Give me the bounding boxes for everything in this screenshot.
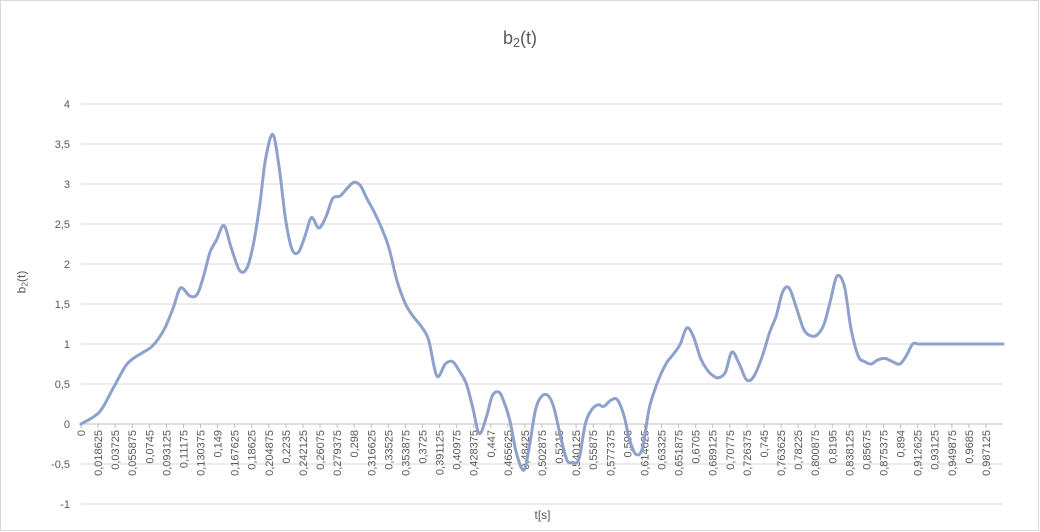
y-tick-label: 3,5 (55, 139, 70, 151)
x-tick-label: 0,55875 (588, 430, 600, 470)
x-tick-label: 0,167625 (230, 430, 242, 476)
x-tick-label: 0,391125 (435, 430, 447, 475)
x-tick-label: 0,63325 (657, 430, 669, 470)
x-tick-label: 0,651875 (674, 430, 686, 476)
x-tick-label: 0 (76, 430, 88, 436)
y-tick-label: -0,5 (51, 459, 70, 471)
x-axis-label: t[s] (534, 508, 551, 522)
x-tick-label: 0,987125 (981, 430, 993, 476)
x-tick-label: 0,6705 (691, 430, 703, 464)
x-tick-label: 0,130375 (196, 430, 208, 476)
x-tick-label: 0,2235 (281, 430, 293, 464)
y-tick-label: 4 (64, 99, 70, 111)
x-tick-label: 0,018625 (93, 430, 105, 476)
x-tick-label: 0,447 (486, 430, 498, 458)
x-tick-label: 0,93125 (930, 430, 942, 470)
x-tick-label: 0,5215 (554, 430, 566, 464)
x-tick-label: 0,8195 (827, 430, 839, 464)
x-tick-label: 0,316625 (366, 430, 378, 476)
x-tick-label: 0,875375 (878, 430, 890, 476)
chart-title: b2(t) (502, 28, 538, 51)
x-tick-label: 0,149 (213, 430, 225, 458)
x-tick-label: 0,242125 (298, 430, 310, 476)
x-tick-label: 0,093125 (161, 430, 173, 476)
x-tick-label: 0,48425 (520, 430, 532, 470)
x-tick-label: 0,0745 (144, 430, 156, 464)
x-tick-label: 0,9685 (964, 430, 976, 464)
y-tick-label: 3 (64, 179, 70, 191)
x-tick-label: 0,40975 (452, 430, 464, 470)
x-tick-label: 0,26075 (315, 430, 327, 470)
x-tick-label: 0,70775 (725, 430, 737, 470)
y-tick-label: 1 (64, 339, 70, 351)
x-tick-labels: 0 0,018625 0,03725 0,055875 0,0745 0,093125 0,… (76, 424, 993, 476)
x-tick-label: 0,596 (622, 430, 634, 458)
y-tick-labels: -1 -0,5 0 0,5 1 1,5 2 2,5 3 3,5 4 (51, 99, 70, 511)
x-tick-label: 0,428375 (469, 430, 481, 476)
x-tick-label: 0,85675 (861, 430, 873, 470)
x-tick-label: 0,3725 (417, 430, 429, 464)
x-tick-label: 0,18625 (247, 430, 259, 470)
x-tick-label: 0,204875 (264, 430, 276, 476)
y-tick-label: 0,5 (55, 379, 70, 391)
x-tick-label: 0,055875 (127, 430, 139, 476)
y-tick-label: 2 (64, 259, 70, 271)
x-tick-label: 0,78225 (793, 430, 805, 470)
x-tick-label: 0,912625 (913, 430, 925, 476)
x-tick-label: 0,540125 (571, 430, 583, 476)
y-tick-label: 0 (64, 419, 70, 431)
series-group (79, 132, 1005, 472)
x-tick-label: 0,279375 (332, 430, 344, 476)
x-tick-label: 0,800875 (810, 430, 822, 476)
x-tick-label: 0,689125 (708, 430, 720, 476)
x-tick-label: 0,577375 (605, 430, 617, 476)
x-tick-label: 0,353875 (400, 430, 412, 476)
x-tick-label: 0,502875 (537, 430, 549, 476)
x-tick-label: 0,11175 (178, 430, 190, 468)
x-tick-label: 0,763625 (776, 430, 788, 476)
x-tick-label: 0,465625 (503, 430, 515, 476)
x-tick-label: 0,298 (349, 430, 361, 458)
x-tick-label: 0,726375 (742, 430, 754, 476)
y-tick-label: 1,5 (55, 299, 70, 311)
y-tick-label: -1 (60, 499, 70, 511)
y-tick-label: 2,5 (55, 219, 70, 231)
x-tick-label: 0,949875 (947, 430, 959, 476)
series-line (79, 132, 1005, 472)
x-tick-label: 0,745 (759, 430, 771, 458)
x-tick-label: 0,838125 (844, 430, 856, 476)
x-tick-label: 0,03725 (110, 430, 122, 470)
x-tick-label: 0,894 (896, 430, 908, 458)
x-tick-label: 0,33525 (383, 430, 395, 470)
